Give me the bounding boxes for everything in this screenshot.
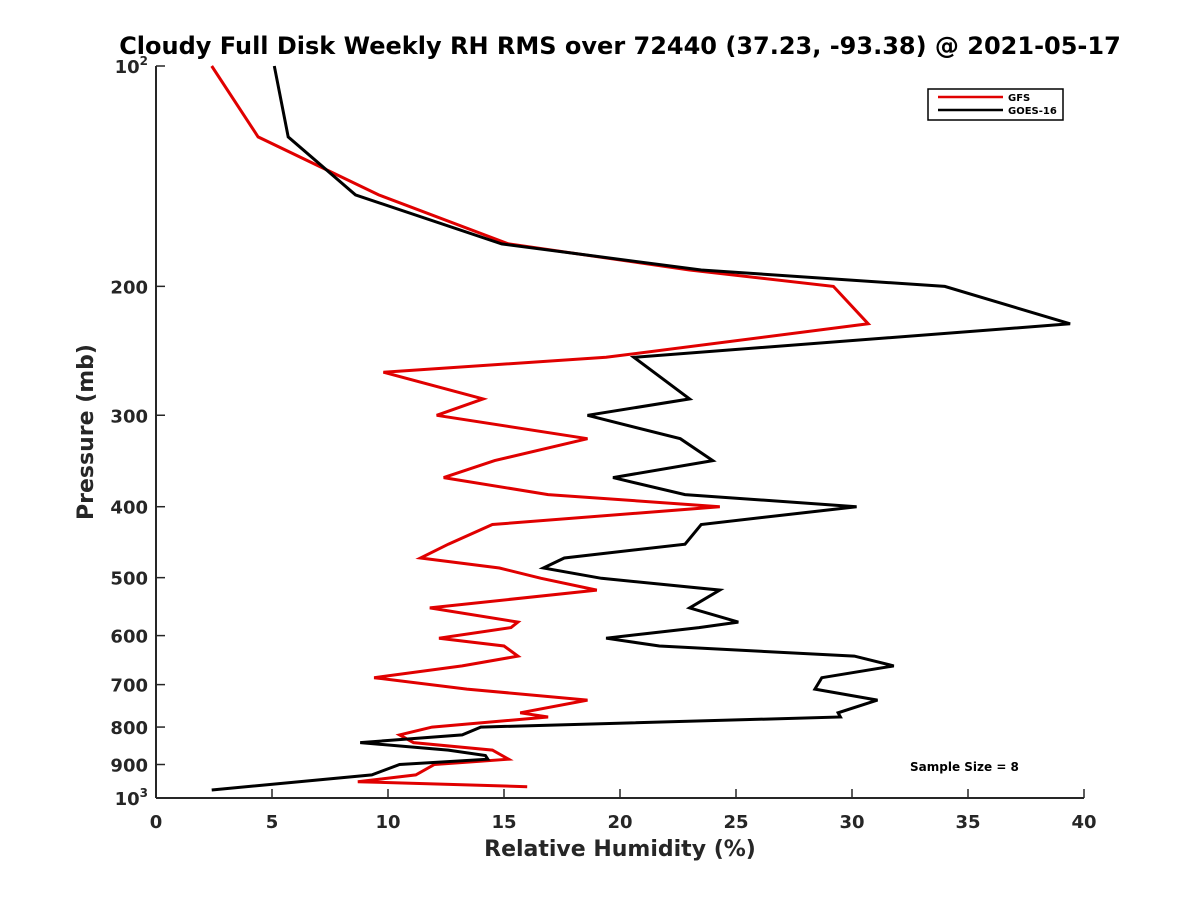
y-tick-label: 400 [110, 498, 148, 519]
x-tick-label: 5 [266, 812, 279, 833]
x-tick-label: 15 [491, 812, 516, 833]
y-tick-label: 200 [110, 277, 148, 298]
y-tick-label: 900 [110, 756, 148, 777]
legend-box [927, 88, 1064, 121]
x-tick-label: 35 [955, 812, 980, 833]
y-tick-label: 600 [110, 627, 148, 648]
series-line-goes16 [211, 65, 1071, 792]
legend: GFS GOES-16 [927, 88, 1064, 121]
y-tick-label: 500 [110, 569, 148, 590]
x-axis-label: Relative Humidity (%) [484, 837, 756, 862]
chart-title: Cloudy Full Disk Weekly RH RMS over 7244… [119, 32, 1121, 60]
x-tick-label: 30 [839, 812, 864, 833]
legend-label-goes16: GOES-16 [1008, 106, 1057, 117]
legend-label-gfs: GFS [1008, 93, 1030, 104]
x-tick-label: 25 [723, 812, 748, 833]
x-tick-label: 20 [607, 812, 632, 833]
y-tick-label: 700 [110, 676, 148, 697]
x-ticks: 0 5 10 15 20 25 30 35 40 [150, 789, 1097, 833]
sample-size-annotation: Sample Size = 8 [910, 760, 1019, 774]
y-tick-label: 103 [115, 786, 148, 810]
y-axis-label: Pressure (mb) [74, 344, 99, 520]
x-tick-label: 10 [375, 812, 400, 833]
x-tick-label: 40 [1071, 812, 1096, 833]
x-tick-label: 0 [150, 812, 163, 833]
y-ticks: 102 200 300 400 500 600 700 800 900 103 [110, 54, 165, 810]
y-tick-label: 102 [115, 54, 148, 78]
series-line-gfs [210, 65, 872, 789]
series-layer [210, 65, 1071, 792]
y-tick-label: 800 [110, 718, 148, 739]
y-tick-label: 300 [110, 406, 148, 427]
